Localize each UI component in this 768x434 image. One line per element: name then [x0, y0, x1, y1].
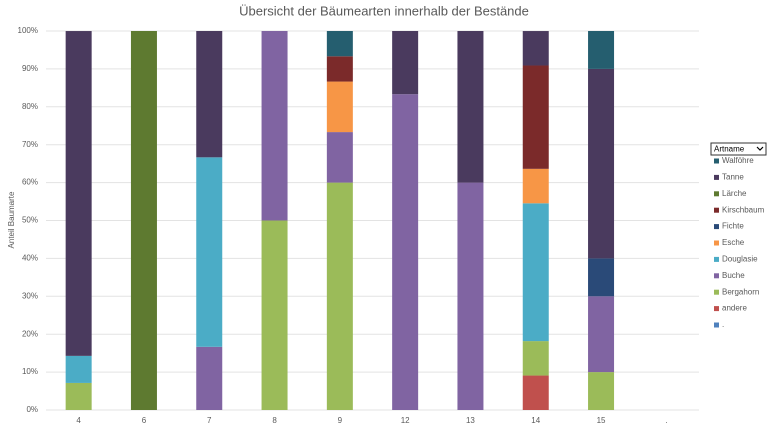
bar-segment [196, 31, 223, 158]
y-tick-label: 20% [22, 329, 38, 338]
bar-segment [588, 258, 615, 297]
legend-label: Tanne [722, 173, 744, 182]
y-tick-label: 40% [22, 254, 38, 263]
legend-swatch [714, 224, 719, 230]
legend-swatch [714, 174, 719, 180]
legend-swatch [714, 240, 719, 246]
legend-swatch [714, 322, 719, 328]
y-tick-label: 70% [22, 140, 38, 149]
y-tick-label: 10% [22, 367, 38, 376]
bar-segment [326, 56, 353, 82]
x-tick-label: 7 [207, 416, 212, 425]
legend-filter[interactable]: Artname [710, 142, 767, 156]
y-tick-label: 50% [22, 216, 38, 225]
legend-label: Lärche [722, 189, 747, 198]
filter-box[interactable] [710, 142, 767, 156]
x-tick-label: 13 [466, 416, 475, 425]
legend-title: Artname [714, 145, 745, 154]
legend-swatch [714, 306, 719, 312]
legend-label: Buche [722, 271, 745, 280]
bar-segment [196, 157, 223, 347]
bar-segment [457, 182, 484, 410]
legend-label: . [722, 320, 724, 329]
x-tick-label: 4 [76, 416, 81, 425]
bar-segment [457, 31, 484, 183]
y-tick-label: 60% [22, 178, 38, 187]
bar-segment [588, 372, 615, 410]
bar-segment [522, 31, 549, 66]
legend-swatch [714, 273, 719, 279]
chart-title: Übersicht der Bäumearten innerhalb der B… [239, 3, 529, 18]
x-tick-label: 12 [401, 416, 410, 425]
bar-segment [65, 31, 92, 356]
y-tick-label: 100% [18, 26, 38, 35]
x-tick-label: 9 [338, 416, 343, 425]
bar-segment [522, 65, 549, 169]
legend-label: Bergahorn [722, 287, 759, 296]
bar-segment [392, 31, 419, 95]
bar-segment [588, 296, 615, 373]
y-tick-label: 30% [22, 291, 38, 300]
y-tick-label: 80% [22, 102, 38, 111]
bar-segment [522, 375, 549, 410]
y-tick-label: 0% [26, 405, 38, 414]
bar-segment [326, 31, 353, 57]
bar-segment [522, 168, 549, 204]
x-tick-label: 8 [272, 416, 277, 425]
bar-segment [522, 203, 549, 342]
bar-segment [522, 341, 549, 376]
bar-segment [261, 31, 288, 221]
x-tick-label: 15 [597, 416, 606, 425]
bar-segment [196, 346, 223, 410]
legend-label: Fichte [722, 222, 744, 231]
bar-segment [326, 182, 353, 410]
legend-label: Kirschbaum [722, 205, 765, 214]
bar-segment [326, 132, 353, 183]
bar-segment [130, 31, 157, 410]
legend-swatch [714, 289, 719, 295]
x-tick-label: . [665, 416, 667, 425]
legend-label: Walföhre [722, 156, 754, 165]
x-tick-label: 14 [531, 416, 540, 425]
bar-segment [326, 81, 353, 133]
legend-label: Douglasie [722, 255, 758, 264]
legend-swatch [714, 158, 719, 164]
bar-segment [65, 382, 92, 410]
bar-segment [588, 68, 615, 259]
x-tick-label: 6 [142, 416, 147, 425]
bar-segment [392, 94, 419, 411]
y-axis-label: Anteil Baumarte [7, 191, 16, 248]
bar-segment [261, 220, 288, 410]
y-tick-label: 90% [22, 64, 38, 73]
bar-segment [65, 355, 92, 383]
legend-swatch [714, 256, 719, 262]
legend-label: andere [722, 304, 747, 313]
legend-swatch [714, 207, 719, 213]
legend-label: Esche [722, 238, 745, 247]
legend-swatch [714, 191, 719, 197]
dropdown-arrow [756, 146, 764, 151]
bar-segment [588, 31, 615, 69]
